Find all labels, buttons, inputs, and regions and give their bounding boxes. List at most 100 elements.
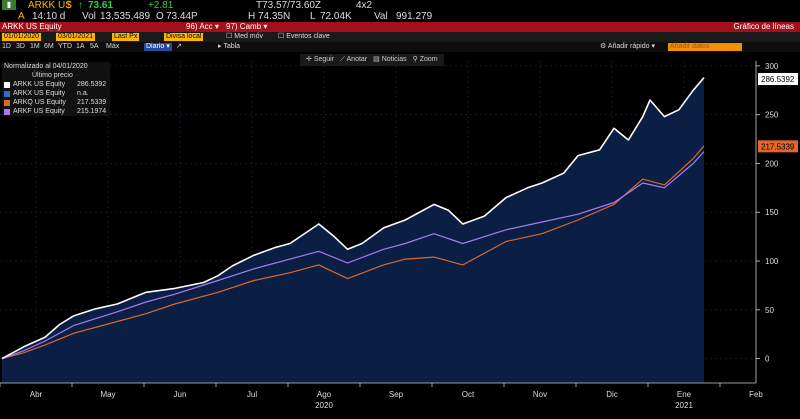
- legend-item[interactable]: ARKX US Equity n.a.: [2, 89, 110, 98]
- open-price: 73.44P: [166, 11, 198, 22]
- year-label: 2021: [675, 401, 693, 410]
- series-line-arkk: [1, 77, 705, 360]
- legend-value: 215.1974: [77, 108, 107, 115]
- low-label: L: [310, 11, 316, 22]
- x-tick-label: Nov: [533, 390, 547, 399]
- chart-toolbar: ✛ Seguir ⟋ Anotar ▤ Noticias ⚲ Zoom: [300, 54, 444, 66]
- period-5a[interactable]: 5A: [90, 43, 99, 50]
- key-events-toggle[interactable]: ☐ Eventos clave: [276, 33, 332, 41]
- x-tick-label: Sep: [389, 390, 404, 399]
- x-tick-label: Jun: [174, 390, 187, 399]
- period-1d[interactable]: 1D: [2, 43, 11, 50]
- period-controls: 1D 3D 1M 6M YTD 1A 5A Máx Diario ▾ ↗ ▸ T…: [0, 42, 800, 52]
- camb-label: Camb: [239, 22, 262, 31]
- y-tick-label: 0: [765, 355, 770, 364]
- period-ytd[interactable]: YTD: [58, 43, 72, 50]
- axes: 0 50 100 150 200 250 300 Abr May Jun Jul Ago Sep Oct N…: [0, 61, 779, 410]
- legend-item[interactable]: ARKK US Equity 286.5392: [2, 80, 110, 89]
- frequency-label: Diario: [146, 43, 165, 50]
- row-a-label: A: [18, 11, 25, 22]
- legend-name: ARKX US Equity: [13, 90, 66, 97]
- line-chart: 0 50 100 150 200 250 300 Abr May Jun Jul Ago Sep Oct N…: [0, 61, 798, 410]
- chevron-down-icon: ▾: [651, 43, 655, 50]
- y-tick-label: 50: [765, 306, 774, 315]
- x-tick-label: Feb: [749, 390, 763, 399]
- x-tick-label: Dic: [606, 390, 618, 399]
- y-tick-label: 250: [765, 111, 779, 120]
- volume-label: Vol: [82, 11, 96, 22]
- chart-type-title: Gráfico de líneas: [733, 22, 794, 31]
- legend-value: 286.5392: [77, 81, 107, 88]
- legend-value: n.a.: [77, 90, 89, 97]
- security-flag[interactable]: ▮: [2, 0, 16, 10]
- table-button[interactable]: ▸ Tabla: [218, 42, 240, 52]
- quote-time: 14:10 d: [32, 11, 66, 22]
- follow-button[interactable]: ✛ Seguir: [306, 56, 335, 63]
- period-1a[interactable]: 1A: [76, 43, 85, 50]
- swatch-arkf: [4, 108, 10, 115]
- legend-item[interactable]: ARKQ US Equity 217.5339: [2, 98, 110, 107]
- year-label: 2020: [315, 401, 333, 410]
- period-3d[interactable]: 3D: [16, 43, 25, 50]
- area-fill: [2, 77, 704, 383]
- frequency-select[interactable]: Diario ▾: [144, 43, 172, 51]
- ticker[interactable]: ARKK US: [28, 0, 72, 11]
- period-6m[interactable]: 6M: [44, 43, 54, 50]
- security-name[interactable]: ARKK US Equity: [2, 22, 62, 31]
- moving-average-label: Med móv: [234, 33, 264, 40]
- zoom-label: Zoom: [419, 56, 438, 63]
- price-field-select[interactable]: Last Px: [112, 33, 140, 41]
- quote-header: ▮ ARKK US $ ↑ 73.61 +2.81 T73.57/73.60Z …: [0, 0, 800, 22]
- x-tick-label: May: [100, 390, 115, 399]
- zoom-button[interactable]: ⚲ Zoom: [412, 56, 438, 63]
- legend-title: Normalizado al 04/01/2020: [4, 63, 88, 70]
- checkbox-icon: ☐: [226, 33, 233, 40]
- period-max[interactable]: Máx: [106, 43, 120, 50]
- news-button[interactable]: ▤ Noticias: [373, 56, 407, 63]
- legend-name: ARKQ US Equity: [13, 99, 66, 106]
- acc-number: 96): [186, 22, 198, 31]
- last-value-tag: 286.5392: [761, 75, 795, 84]
- camb-menu[interactable]: 97) Camb ▾: [226, 22, 267, 32]
- last-price: 73.61: [88, 0, 114, 11]
- annotate-button[interactable]: ⟋ Anotar: [340, 56, 368, 63]
- series-lines: [1, 77, 705, 360]
- moving-average-toggle[interactable]: ☐ Med móv: [224, 33, 265, 41]
- y-tick-label: 200: [765, 159, 779, 168]
- last-value-tag: 217.5339: [761, 142, 795, 151]
- quick-add-button[interactable]: ⚙ Añadir rápido ▾: [600, 42, 655, 52]
- start-date-field[interactable]: 01/01/2020: [2, 33, 42, 41]
- period-1m[interactable]: 1M: [30, 43, 40, 50]
- legend-value: 217.5339: [77, 99, 107, 106]
- date-controls: 01/01/2020 03/01/2021 Last Px Divisa loc…: [0, 32, 800, 42]
- x-tick-label: Oct: [462, 390, 475, 399]
- y-tick-label: 100: [765, 257, 779, 266]
- series-line-arkq: [1, 145, 705, 360]
- legend-name: ARKF US Equity: [13, 108, 65, 115]
- add-data-input[interactable]: Añadir datos: [668, 43, 742, 51]
- key-events-label: Eventos clave: [286, 33, 330, 40]
- x-tick-label: Ago: [317, 390, 332, 399]
- x-tick-label: Ene: [677, 390, 692, 399]
- camb-number: 97): [226, 22, 238, 31]
- currency-select[interactable]: Divisa local: [164, 33, 204, 41]
- legend-item[interactable]: ARKF US Equity 215.1974: [2, 107, 110, 116]
- settings-icon: ⚙: [600, 43, 607, 50]
- arkk-area: [2, 77, 704, 383]
- expand-arrow-icon[interactable]: ↗: [176, 43, 182, 50]
- low-price: 72.04K: [320, 11, 352, 22]
- checkbox-icon: ☐: [278, 33, 285, 40]
- end-date-field[interactable]: 03/01/2021: [56, 33, 96, 41]
- series-line-arkf: [1, 151, 705, 360]
- last-value-tags: 286.5392 217.5339: [758, 73, 798, 153]
- function-bar: ARKK US Equity 96) Acc ▾ 97) Camb ▾ Gráf…: [0, 22, 800, 32]
- swatch-arkx: [4, 90, 10, 97]
- legend-name: ARKK US Equity: [13, 81, 66, 88]
- annotate-label: Anotar: [346, 56, 368, 63]
- legend-subtitle: Último precio: [32, 72, 73, 79]
- table-arrow-icon: ▸: [218, 43, 222, 50]
- last-value-tag-bg: [758, 140, 798, 153]
- acc-menu[interactable]: 96) Acc ▾: [186, 22, 219, 32]
- volume: 13,535,489: [100, 11, 151, 22]
- bid-ask-size: 4x2: [356, 0, 373, 11]
